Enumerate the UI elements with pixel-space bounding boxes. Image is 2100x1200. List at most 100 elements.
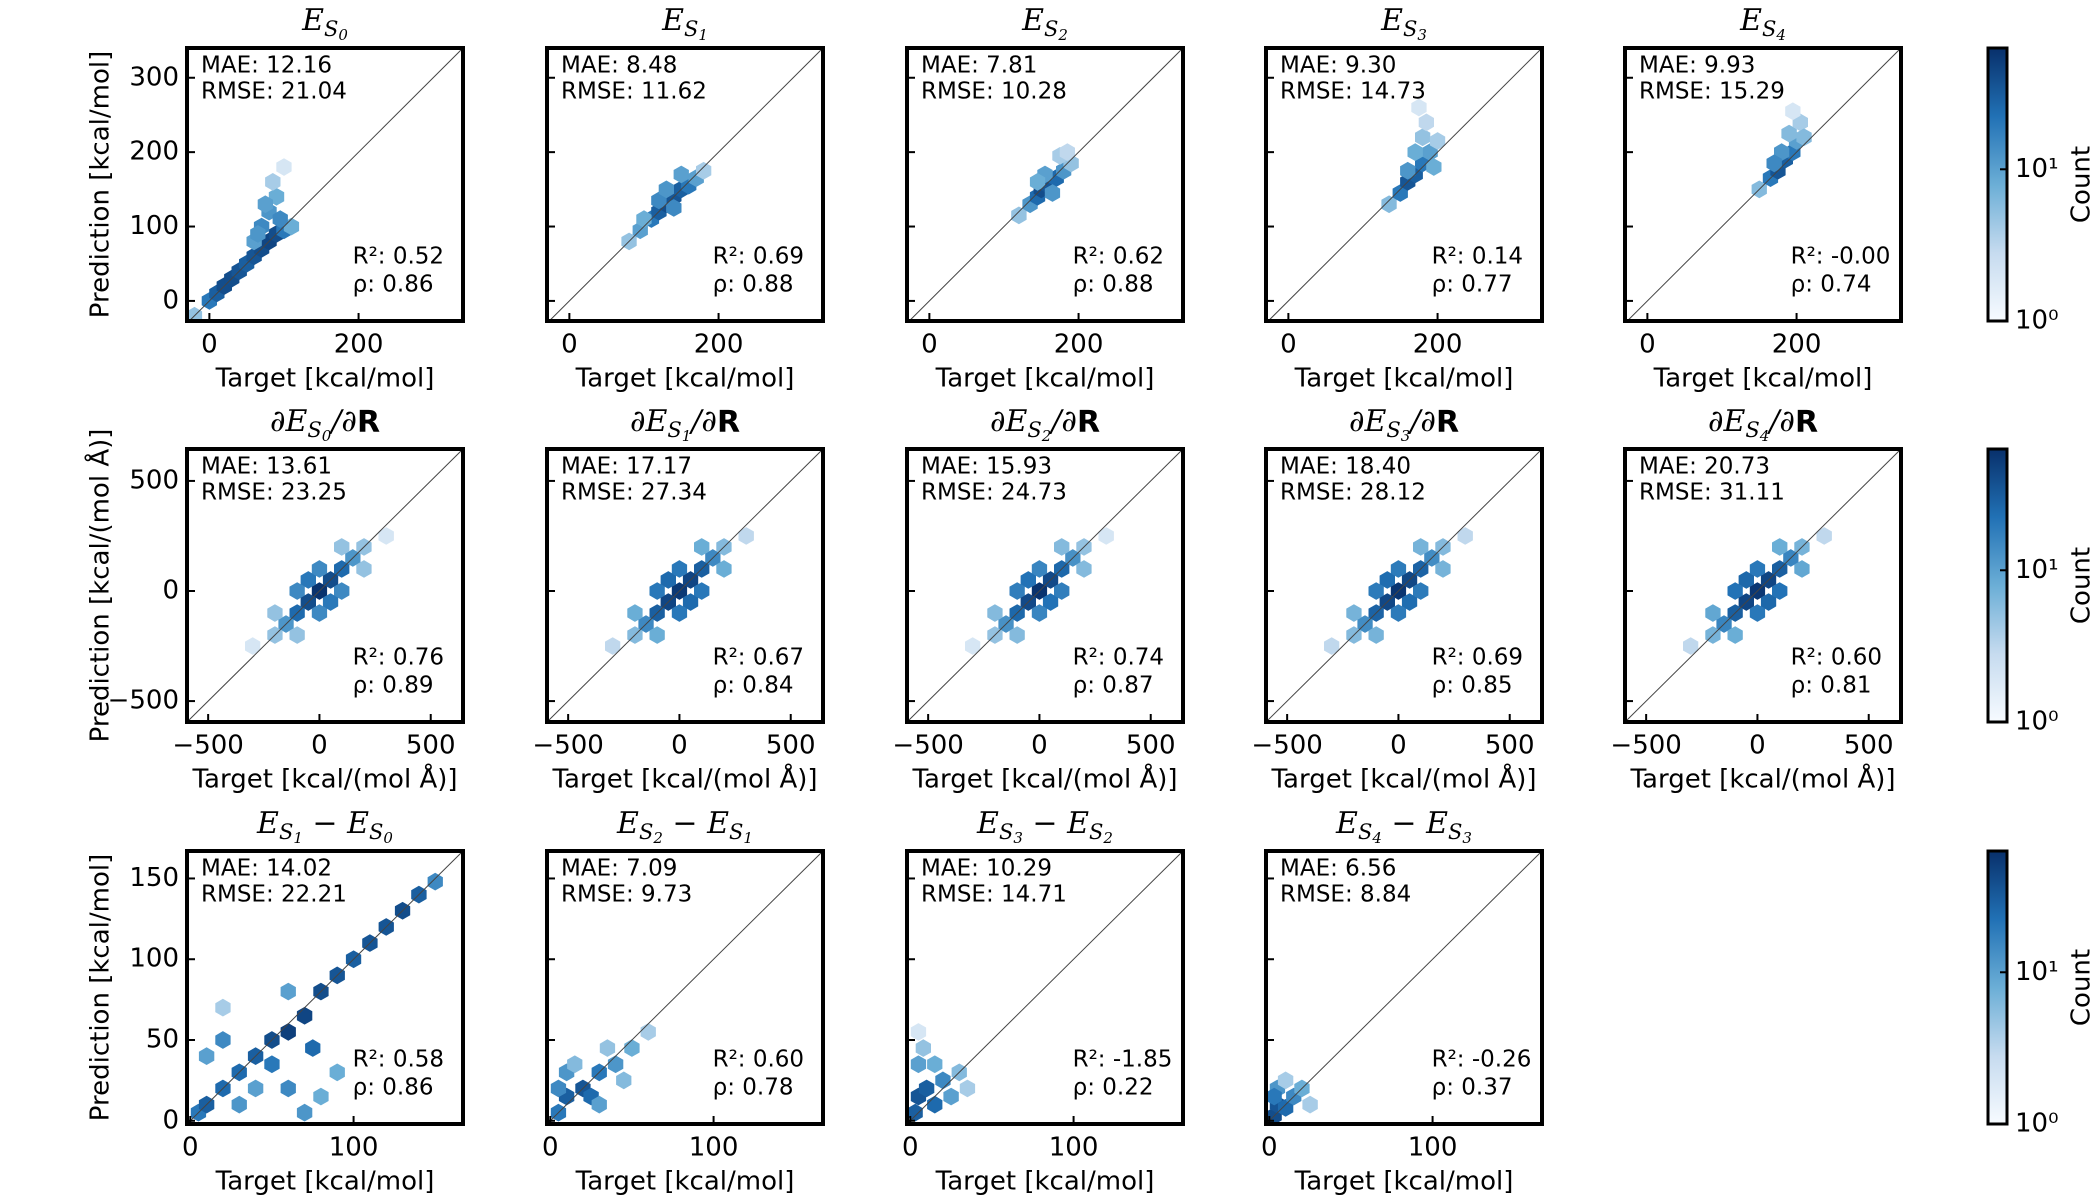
identity-line [1265, 850, 1543, 1125]
hexbin-cell [1368, 626, 1384, 644]
hexbin-cell [696, 161, 712, 180]
hexbin-cell [1031, 560, 1048, 578]
hexbins [621, 161, 712, 251]
x-axis-label: Target [kcal/mol] [575, 364, 795, 394]
hexbin-cell [987, 604, 1003, 622]
hexbin-cell [927, 1095, 943, 1114]
hexbin-cell [1009, 626, 1025, 644]
hexbin-cell [927, 1055, 943, 1074]
title-part: S [684, 17, 698, 41]
hexbin-cell [636, 210, 652, 228]
identity-line [906, 850, 1184, 1125]
hexbin-cell [1415, 128, 1431, 147]
title-part: R [357, 405, 380, 440]
title-part: S [369, 820, 383, 844]
annotation: MAE: 9.30 [1280, 53, 1396, 79]
panel-title: ES3 [1380, 3, 1427, 44]
hexbin-cell [257, 195, 273, 214]
hexbin-cell [267, 604, 283, 622]
hexbin-cell [907, 1103, 923, 1122]
hexbin-cell [334, 538, 350, 556]
hexbin-cell [935, 1071, 951, 1090]
title-part: − E [663, 806, 729, 841]
colorbar-label: Count [2067, 949, 2097, 1026]
hexbin-cell [1738, 571, 1754, 589]
frame [185, 849, 465, 1126]
hexbin-cell [280, 1079, 296, 1098]
title-part: S [639, 820, 653, 844]
title-part: 0 [383, 829, 393, 847]
hexbin-cell [965, 637, 981, 655]
hexbin-cell [215, 998, 231, 1017]
hexbin-cell [673, 165, 689, 184]
title-part: 2 [1057, 26, 1068, 44]
x-axis-label: Target [kcal/mol] [1294, 364, 1514, 394]
hexbin-cell [289, 626, 305, 644]
y-tick-label: −500 [108, 686, 179, 716]
hexbin-cell [1705, 604, 1721, 622]
title-part: 3 [1013, 829, 1023, 847]
hexbin-cell [1413, 582, 1429, 600]
x-tick-label: −500 [1610, 731, 1681, 761]
x-tick-label: 0 [1749, 731, 1766, 761]
colorbar-label: Count [2067, 547, 2097, 624]
colorbar-tick-label: 10¹ [2015, 154, 2059, 184]
x-tick-label: −500 [1251, 731, 1322, 761]
annotation: ρ: 0.74 [1791, 272, 1872, 298]
title-part: S [279, 820, 293, 844]
x-tick-label: 500 [766, 731, 816, 761]
title-part: S [1089, 820, 1103, 844]
title-part: 3 [1462, 829, 1472, 847]
identity-line [906, 448, 1184, 723]
annotation: R²: 0.69 [713, 244, 804, 270]
frame [905, 447, 1185, 724]
title-part: S [1403, 17, 1417, 41]
hexbin-cell [1727, 626, 1743, 644]
annotation: MAE: 9.93 [1639, 53, 1755, 79]
x-tick-label: 100 [689, 1133, 739, 1163]
annotation: R²: 0.60 [1791, 645, 1882, 671]
x-tick-label: 200 [1413, 330, 1463, 360]
title-part: /∂ [328, 404, 357, 439]
annotation: RMSE: 31.11 [1639, 480, 1785, 506]
frame [545, 46, 825, 323]
hexbin-cell [245, 637, 261, 655]
x-tick-label: −500 [532, 731, 603, 761]
title-part: S [1044, 17, 1058, 41]
panel-title: ∂ES1/∂R [630, 404, 740, 445]
hexbin-cell [1781, 124, 1797, 143]
identity-line [1265, 448, 1543, 723]
y-tick-label: 0 [162, 576, 179, 606]
x-tick-label: 200 [1054, 330, 1104, 360]
hexbin-cell [1379, 571, 1395, 589]
hexbin-cell [1029, 173, 1046, 191]
hexbin-cell [198, 1047, 215, 1065]
x-tick-label: 0 [1261, 1133, 1278, 1163]
hexbin-cell [943, 1087, 959, 1106]
hexbins [1381, 98, 1446, 214]
panel-title: ∂ES0/∂R [270, 404, 380, 445]
hexbin-cell [1368, 582, 1384, 600]
annotation: MAE: 12.16 [201, 53, 332, 79]
annotation: RMSE: 21.04 [201, 79, 347, 105]
colorbar-frame [1986, 46, 2009, 323]
hexbin-cell [607, 1055, 624, 1074]
hexbin-cell [910, 1055, 927, 1074]
title-part: E [256, 806, 279, 841]
title-part: 2 [1041, 427, 1052, 445]
title-part: S [1027, 418, 1041, 442]
hexbin-cell [1054, 538, 1070, 556]
hexbin-cell [591, 1095, 607, 1114]
annotation: ρ: 0.81 [1791, 673, 1872, 699]
hexbin-cell [627, 604, 643, 622]
y-tick-label: 0 [162, 1105, 179, 1135]
annotation: ρ: 0.78 [713, 1075, 794, 1101]
colorbar-tick-label: 10⁰ [2015, 707, 2059, 737]
x-tick-label: 200 [694, 330, 744, 360]
